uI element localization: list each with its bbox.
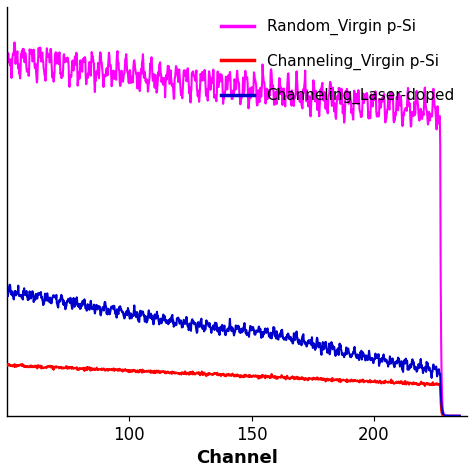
X-axis label: Channel: Channel xyxy=(196,449,278,467)
Legend: Random_Virgin p-Si, Channeling_Virgin p-Si, Channeling_Laser-doped: Random_Virgin p-Si, Channeling_Virgin p-… xyxy=(216,15,459,109)
